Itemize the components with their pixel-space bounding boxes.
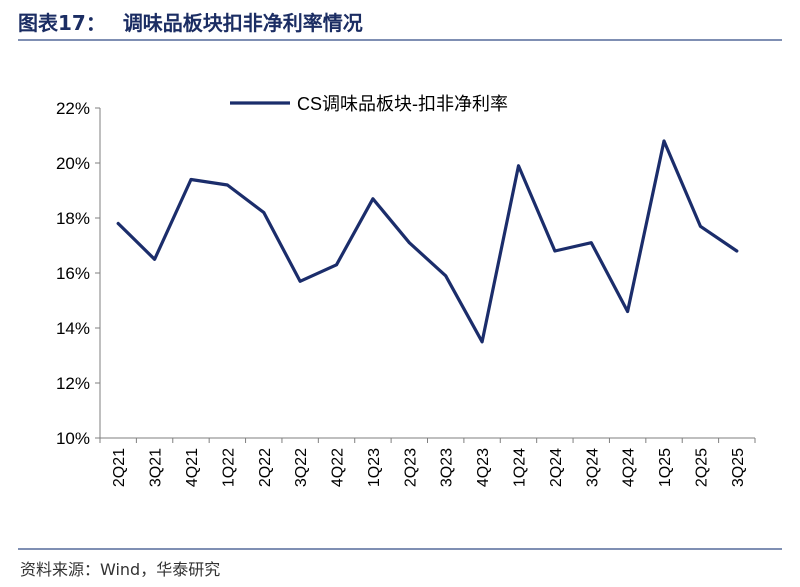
x-tick-label: 4Q24 xyxy=(621,448,638,487)
data-point xyxy=(116,222,120,225)
data-point xyxy=(335,263,338,267)
data-point xyxy=(517,164,520,168)
x-tick-label: 1Q22 xyxy=(220,448,237,487)
x-tick-label: 4Q21 xyxy=(184,448,201,487)
data-point xyxy=(262,211,266,214)
x-tick-label: 2Q23 xyxy=(402,448,419,487)
x-tick-label: 3Q24 xyxy=(584,448,601,487)
y-tick-label: 16% xyxy=(56,264,90,283)
data-point xyxy=(626,310,630,313)
data-point xyxy=(444,274,448,278)
legend: CS调味品板块-扣非净利率 xyxy=(230,94,508,114)
x-tick-label: 1Q23 xyxy=(366,448,383,487)
x-tick-label: 1Q24 xyxy=(511,448,528,487)
series-layer xyxy=(116,139,739,344)
y-tick-label: 20% xyxy=(56,154,90,173)
x-tick-label: 4Q22 xyxy=(330,448,347,487)
figure-header: 图表17： 调味品板块扣非净利率情况 xyxy=(18,8,363,38)
x-tick-label: 1Q25 xyxy=(657,448,674,487)
footer-divider xyxy=(18,548,782,550)
y-axis: 10% 12% 14% 16% 18% 20% 22% xyxy=(56,99,101,448)
x-tick-label: 2Q21 xyxy=(111,448,128,487)
data-point xyxy=(480,340,484,344)
data-point xyxy=(662,139,666,143)
x-tick-label: 2Q22 xyxy=(257,448,274,487)
data-point xyxy=(589,241,593,245)
data-point xyxy=(407,241,411,245)
y-tick-label: 14% xyxy=(56,319,90,338)
figure-title: 调味品板块扣非净利率情况 xyxy=(122,11,363,35)
y-tick-label: 22% xyxy=(56,99,90,118)
series-line xyxy=(116,139,739,344)
data-point xyxy=(699,224,702,228)
data-point xyxy=(735,249,739,253)
x-tick-label: 2Q24 xyxy=(548,448,565,487)
figure-label: 图表17： xyxy=(18,11,106,35)
x-axis: 2Q21 3Q21 4Q21 1Q22 2Q22 3Q22 4Q22 1Q23 2Q23 3Q23… xyxy=(99,437,756,487)
x-tick-label: 4Q23 xyxy=(475,448,492,487)
data-point xyxy=(553,249,557,253)
x-tick-label: 3Q21 xyxy=(148,448,165,487)
x-tick-label: 3Q25 xyxy=(730,448,747,487)
x-tick-label: 2Q25 xyxy=(693,448,710,487)
header-divider xyxy=(18,39,782,41)
legend-label: CS调味品板块-扣非净利率 xyxy=(297,94,508,114)
data-point xyxy=(153,257,156,261)
data-point xyxy=(189,178,193,181)
y-tick-label: 10% xyxy=(56,429,90,448)
source-note: 资料来源：Wind，华泰研究 xyxy=(20,560,221,579)
data-point xyxy=(298,279,302,283)
line-chart: 10%12%14%16%18%20%22% 2Q21 3Q21 4Q21 1Q22 2Q… xyxy=(56,94,756,487)
x-tick-label: 3Q23 xyxy=(439,448,456,487)
data-point xyxy=(371,197,375,201)
x-tick-label: 3Q22 xyxy=(293,448,310,487)
y-tick-label: 12% xyxy=(56,374,90,393)
y-tick-label: 18% xyxy=(56,209,90,228)
data-point xyxy=(225,183,229,187)
